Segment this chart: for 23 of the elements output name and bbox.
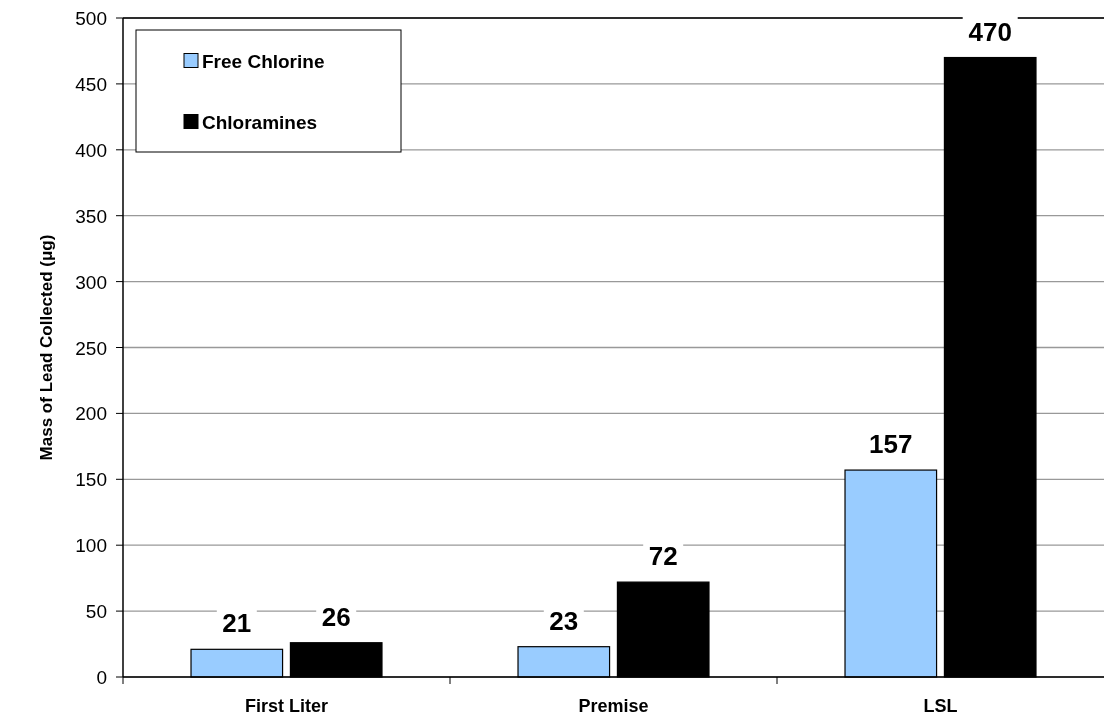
y-tick-label: 250 — [75, 337, 107, 359]
y-tick-label: 200 — [75, 403, 107, 425]
data-label: 21 — [222, 608, 252, 639]
y-tick-label: 400 — [75, 139, 107, 161]
y-tick-label: 500 — [75, 8, 107, 29]
y-axis-title: Mass of Lead Collected (μg) — [37, 234, 56, 461]
x-tick-label: Premise — [578, 696, 649, 716]
y-tick-label: 100 — [75, 535, 107, 557]
y-tick-label: 350 — [75, 205, 107, 227]
data-label: 72 — [648, 541, 678, 572]
data-label: 470 — [968, 16, 1012, 47]
x-tick-label: First Liter — [244, 696, 329, 716]
y-tick-label: 0 — [96, 667, 107, 688]
legend-label: Free Chlorine — [202, 50, 325, 72]
y-tick-label: 450 — [75, 73, 107, 95]
legend-label: Chloramines — [202, 111, 318, 133]
data-label: 157 — [869, 429, 913, 460]
x-tick-label: LSL — [923, 696, 958, 716]
y-tick-label: 300 — [75, 271, 107, 293]
y-tick-label: 150 — [75, 469, 107, 491]
y-tick-label: 50 — [85, 601, 107, 623]
data-label: 26 — [321, 601, 351, 632]
data-label: 23 — [549, 605, 579, 636]
